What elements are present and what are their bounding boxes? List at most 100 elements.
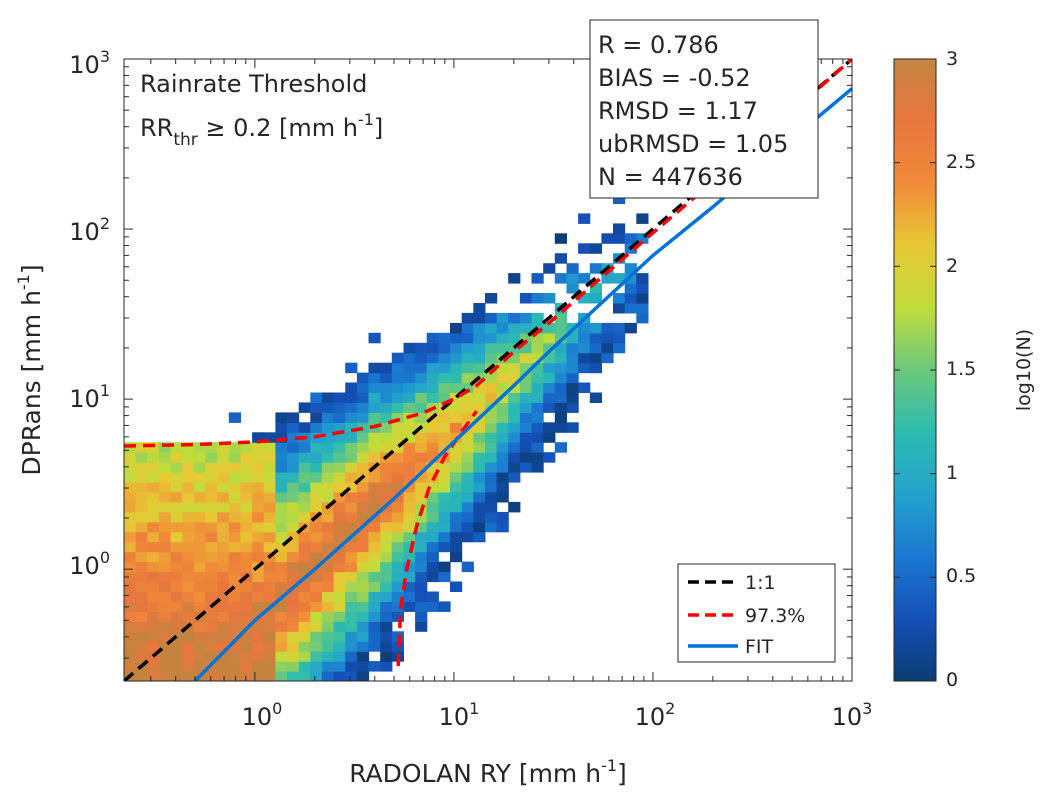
heatmap-cell	[182, 482, 195, 493]
heatmap-cell	[426, 571, 439, 583]
heatmap-cell	[147, 581, 160, 592]
heatmap-cell	[496, 422, 509, 433]
heatmap-cell	[391, 412, 404, 423]
heatmap-cell	[473, 342, 486, 354]
heatmap-cell	[205, 631, 218, 642]
heatmap-cell	[263, 651, 276, 662]
heatmap-cell	[170, 571, 183, 583]
heatmap-cell	[333, 422, 346, 433]
heatmap-cell	[368, 521, 381, 533]
heatmap-cell	[450, 332, 463, 344]
heatmap-cell	[124, 492, 137, 503]
heatmap-cell	[135, 492, 148, 503]
heatmap-cell	[240, 452, 253, 463]
y-axis-title: DPRans [mm h-1]	[14, 264, 46, 475]
heatmap-cell	[193, 521, 207, 533]
heatmap-cell	[345, 561, 358, 573]
heatmap-cell	[438, 412, 451, 423]
heatmap-cell	[636, 312, 649, 324]
heatmap-cell	[403, 501, 416, 513]
heatmap-cell	[403, 372, 416, 384]
heatmap-cell	[438, 521, 451, 533]
heatmap-cell	[403, 561, 416, 573]
heatmap-cell	[589, 362, 602, 374]
heatmap-cell	[589, 293, 602, 304]
heatmap-cell	[228, 521, 241, 533]
heatmap-cell	[345, 392, 358, 403]
heatmap-cell	[496, 362, 509, 374]
heatmap-cell	[158, 492, 172, 503]
heatmap-cell	[356, 442, 370, 453]
heatmap-cell	[333, 432, 346, 443]
heatmap-cell	[403, 342, 416, 354]
heatmap-cell	[135, 472, 148, 483]
legend-label-fit: FIT	[745, 636, 774, 658]
heatmap-cell	[170, 671, 183, 681]
heatmap-cell	[531, 452, 544, 463]
heatmap-cell	[263, 581, 276, 592]
heatmap-cell	[415, 611, 428, 622]
heatmap-cell	[554, 362, 567, 374]
heatmap-cell	[450, 521, 463, 533]
heatmap-cell	[554, 233, 567, 244]
heatmap-cell	[473, 322, 486, 334]
heatmap-cell	[403, 551, 416, 563]
heatmap-cell	[205, 472, 218, 483]
threshold-annotation: Rainrate Threshold RRthr ≥ 0.2 [mm h-1]	[140, 70, 383, 150]
heatmap-cell	[170, 442, 183, 453]
stat-ubrmsd: ubRMSD = 1.05	[598, 130, 788, 158]
heatmap-cell	[170, 492, 183, 503]
heatmap-cell	[310, 631, 323, 642]
heatmap-cell	[182, 571, 195, 583]
heatmap-cell	[321, 442, 335, 453]
heatmap-cell	[566, 283, 579, 294]
heatmap-cell	[182, 531, 195, 543]
heatmap-cell	[415, 591, 428, 602]
colorbar-tick-label-3: 3	[946, 48, 958, 70]
heatmap-cell	[321, 521, 335, 533]
heatmap-cell	[147, 551, 160, 563]
heatmap-cell	[415, 342, 428, 354]
heatmap-cell	[147, 541, 160, 553]
heatmap-cell	[263, 531, 276, 543]
heatmap-cell	[508, 362, 521, 374]
heatmap-cell	[135, 641, 148, 652]
heatmap-cell	[124, 462, 137, 473]
heatmap-cell	[345, 581, 358, 592]
heatmap-cell	[624, 322, 637, 334]
heatmap-cell	[345, 571, 358, 583]
heatmap-cell	[287, 432, 300, 443]
heatmap-cell	[263, 541, 276, 553]
heatmap-cell	[578, 342, 591, 354]
heatmap-cell	[228, 442, 241, 453]
heatmap-cell	[554, 322, 567, 334]
heatmap-cell	[438, 492, 451, 503]
heatmap-cell	[426, 521, 439, 533]
x-tick-labels: 100 101 102 103	[242, 699, 873, 731]
heatmap-cell	[135, 442, 148, 453]
heatmap-cell	[298, 531, 311, 543]
heatmap-cell	[310, 452, 323, 463]
heatmap-cell	[345, 412, 358, 423]
heatmap-cell	[380, 432, 393, 443]
heatmap-cell	[356, 372, 370, 384]
heatmap-cell	[426, 442, 439, 453]
heatmap-cell	[613, 342, 626, 354]
colorbar-tick-label-2.5: 2.5	[946, 151, 976, 173]
heatmap-cell	[438, 432, 451, 443]
heatmap-cell	[380, 621, 393, 632]
colorbar-title: log10(N)	[1013, 329, 1035, 411]
heatmap-cell	[415, 492, 428, 503]
heatmap-cell	[485, 332, 498, 344]
heatmap-cell	[531, 273, 544, 284]
heatmap-cell	[589, 263, 602, 274]
heatmap-cell	[135, 591, 148, 602]
heatmap-cell	[450, 492, 463, 503]
heatmap-cell	[624, 233, 637, 244]
heatmap-cell	[368, 531, 381, 543]
heatmap-cell	[252, 511, 265, 523]
heatmap-cell	[147, 531, 160, 543]
heatmap-cell	[554, 273, 567, 284]
heatmap-cell	[438, 541, 451, 553]
heatmap-cell	[298, 601, 311, 612]
